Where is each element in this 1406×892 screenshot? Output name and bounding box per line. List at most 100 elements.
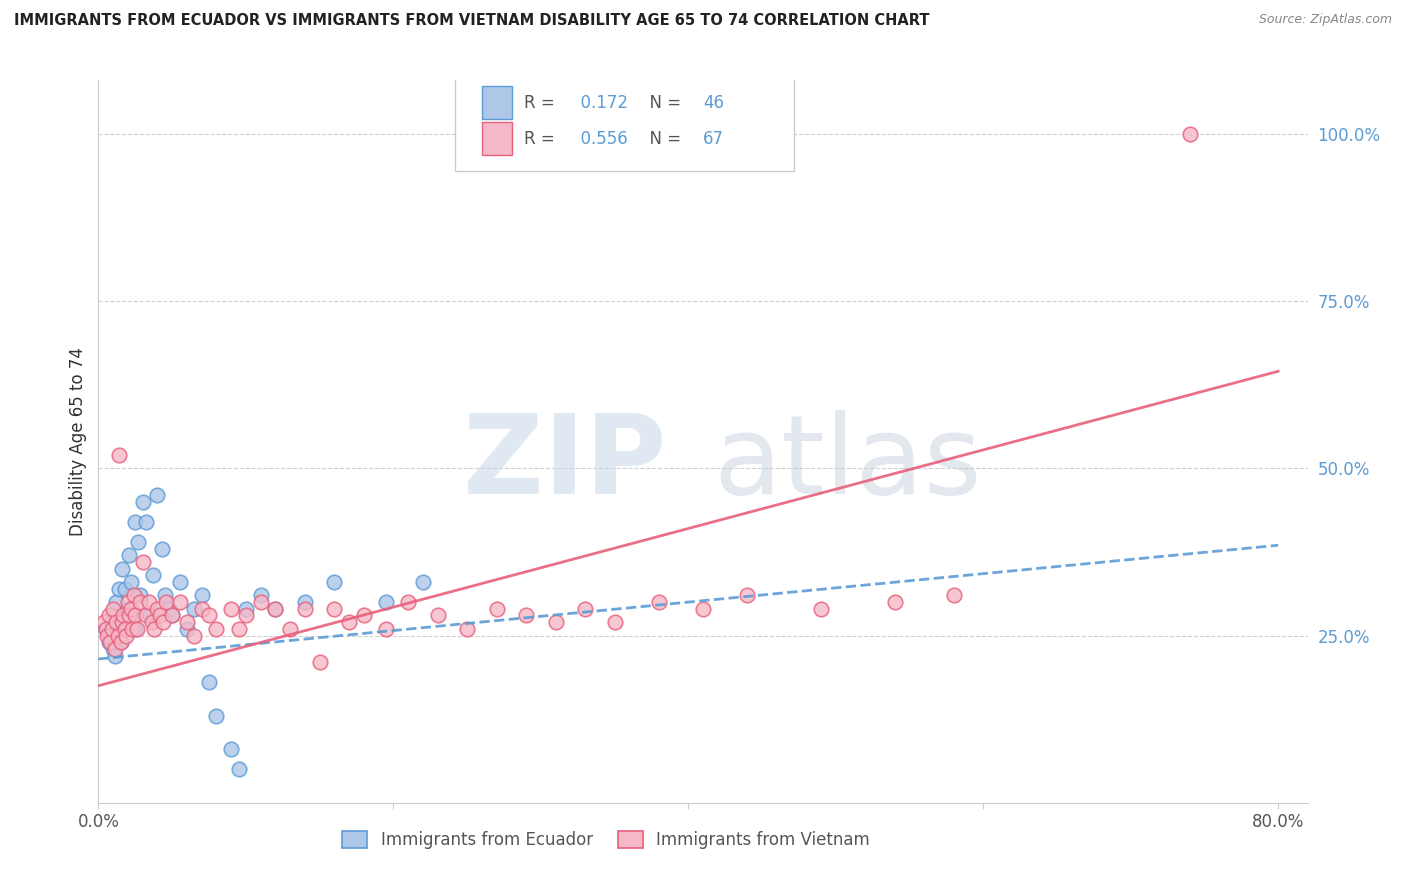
Point [131,555,153,569]
Point [810,602,832,616]
Point [183,628,205,642]
Point [114,582,136,596]
Point [485,602,508,616]
Text: N =: N = [638,94,686,112]
Point [120,602,142,616]
Point [101,642,124,657]
Point [101,608,124,623]
Point [124,622,146,636]
Point [323,575,346,590]
Point [337,615,360,630]
Point [141,615,163,630]
Point [219,602,242,616]
Text: 0.172: 0.172 [569,94,628,112]
Point [574,602,596,616]
Point [120,575,142,590]
Point [110,635,132,649]
Point [93,615,115,630]
Point [219,742,242,756]
Point [190,602,212,616]
Point [94,622,117,636]
Point [278,622,301,636]
Point [98,635,121,649]
Point [150,541,173,556]
Point [190,589,212,603]
Point [249,595,271,609]
Point [98,628,121,642]
Point [353,608,375,623]
Point [160,608,183,623]
Point [101,602,124,616]
Point [544,615,567,630]
Text: N =: N = [638,130,686,148]
Point [97,635,120,649]
Point [198,608,221,623]
Point [124,608,146,623]
Point [108,582,131,596]
Point [131,494,153,508]
Point [1178,127,1201,141]
Point [142,568,165,582]
Text: 67: 67 [703,130,724,148]
Point [139,608,162,623]
Point [198,675,221,690]
Point [264,602,287,616]
FancyBboxPatch shape [456,73,793,170]
Point [100,622,122,636]
Point [183,602,205,616]
Point [96,628,118,642]
Point [264,602,287,616]
Point [125,622,148,636]
Point [124,515,146,529]
Point [122,589,145,603]
Point [228,622,250,636]
Legend: Immigrants from Ecuador, Immigrants from Vietnam: Immigrants from Ecuador, Immigrants from… [336,824,877,856]
Point [160,608,183,623]
Text: atlas: atlas [714,409,983,516]
Point [105,595,128,609]
FancyBboxPatch shape [482,86,512,119]
Point [112,608,135,623]
Point [104,648,127,663]
Point [111,562,134,576]
Point [108,448,131,462]
Point [942,589,965,603]
Point [100,615,122,630]
Point [97,608,120,623]
Point [110,635,132,649]
Point [107,622,129,636]
Point [114,622,136,636]
Point [149,608,172,623]
Point [152,615,174,630]
Point [249,589,271,603]
Point [308,655,330,669]
Point [294,602,316,616]
Point [128,595,150,609]
Point [692,602,714,616]
Point [94,622,117,636]
Point [128,589,150,603]
Point [375,595,398,609]
Text: 0.556: 0.556 [569,130,627,148]
Point [456,622,478,636]
Point [138,595,160,609]
Point [117,602,139,616]
Point [375,622,398,636]
Point [515,608,537,623]
Text: R =: R = [524,130,560,148]
Point [118,548,141,563]
Point [176,615,198,630]
Point [127,534,149,549]
Point [105,615,128,630]
Point [135,608,157,623]
Point [228,762,250,776]
Point [146,488,169,502]
Point [169,595,191,609]
Point [104,642,127,657]
Point [176,622,198,636]
Point [157,602,180,616]
Point [153,589,176,603]
Text: R =: R = [524,94,560,112]
Point [735,589,758,603]
Point [426,608,449,623]
